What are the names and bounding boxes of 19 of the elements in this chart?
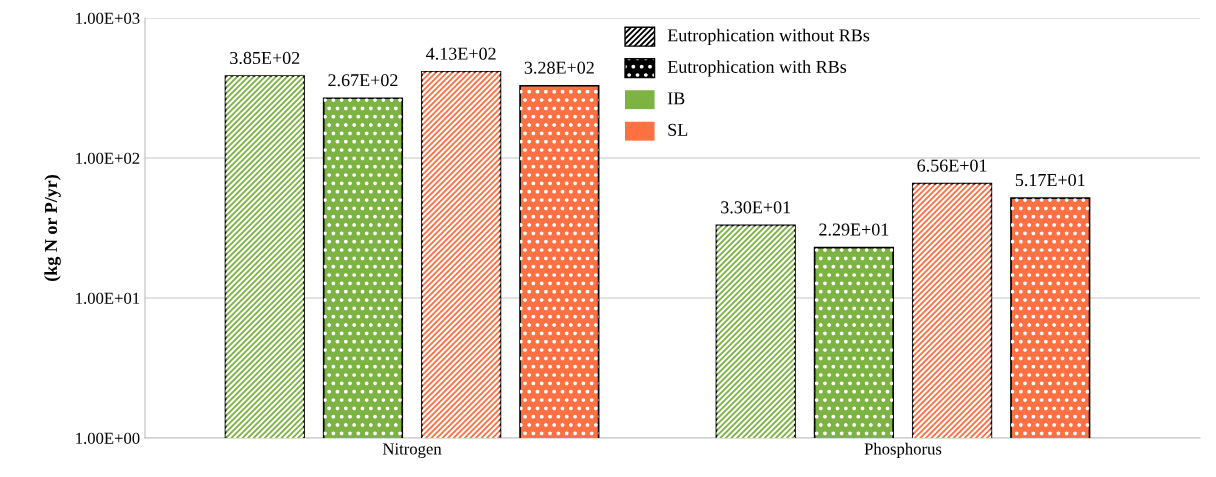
y-tick-label: 1.00E+01 (76, 292, 140, 305)
y-tick-label: 1.00E+02 (76, 152, 140, 165)
y-axis-title: (kg N or P/yr) (44, 175, 61, 281)
data-label: 2.67E+02 (328, 74, 398, 87)
annotation: Eutrophication with RBs (667, 60, 847, 77)
data-label: 6.56E+01 (917, 159, 987, 172)
data-label: 2.29E+01 (819, 223, 889, 236)
x-tick-label: Nitrogen (382, 443, 442, 458)
annotation: SL (668, 123, 688, 136)
y-tick-label: 1.00E+03 (76, 12, 140, 25)
annotation: Eutrophication without RBs (667, 28, 870, 46)
data-label: 3.85E+02 (230, 51, 300, 65)
data-label: 5.17E+01 (1015, 173, 1085, 187)
data-label: 3.28E+02 (524, 61, 594, 74)
x-tick-label: Phosphorus (864, 442, 942, 458)
data-label: 3.30E+01 (721, 201, 791, 214)
annotation: IB (667, 92, 685, 105)
data-label: 4.13E+02 (426, 47, 496, 60)
y-tick-label: 1.00E+00 (76, 432, 140, 445)
